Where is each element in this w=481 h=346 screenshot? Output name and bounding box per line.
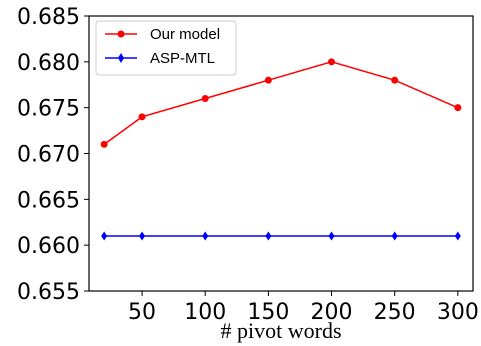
- x-tick-label: 50: [128, 300, 156, 325]
- data-point-our-model: [100, 140, 108, 148]
- y-tick-label: 0.655: [17, 280, 80, 305]
- data-point-our-model: [264, 76, 272, 84]
- y-tick-label: 0.660: [17, 234, 80, 259]
- y-axis: 0.655 0.660 0.665 0.670 0.675 0.680 0.685: [17, 5, 89, 305]
- legend-marker-asp-mtl: [118, 53, 124, 63]
- x-tick-label: 200: [311, 300, 353, 325]
- legend-label-our-model: Our model: [150, 26, 220, 43]
- data-point-our-model: [391, 76, 399, 84]
- data-point-our-model: [454, 104, 462, 112]
- y-tick-label: 0.680: [17, 51, 80, 76]
- x-axis-title: # pivot words: [221, 318, 342, 343]
- data-point-our-model: [328, 58, 336, 66]
- data-point-asp-mtl: [101, 231, 108, 241]
- legend: Our model ASP-MTL: [95, 20, 237, 76]
- data-point-asp-mtl: [328, 231, 335, 241]
- x-tick-label: 150: [247, 300, 289, 325]
- x-axis: 50 100 150 200 250 300: [128, 291, 479, 325]
- x-tick-label: 300: [437, 300, 479, 325]
- data-point-asp-mtl: [265, 231, 272, 241]
- y-tick-label: 0.685: [17, 5, 80, 30]
- y-tick-label: 0.665: [17, 188, 80, 213]
- x-tick-label: 250: [374, 300, 416, 325]
- data-point-asp-mtl: [391, 231, 398, 241]
- y-tick-label: 0.675: [17, 97, 80, 122]
- data-point-our-model: [201, 95, 209, 102]
- legend-marker-our-model: [117, 30, 125, 38]
- data-point-asp-mtl: [139, 231, 146, 241]
- x-tick-label: 100: [184, 300, 226, 325]
- data-point-asp-mtl: [202, 231, 209, 241]
- y-tick-label: 0.670: [17, 143, 80, 168]
- data-point-our-model: [138, 113, 146, 121]
- data-point-asp-mtl: [454, 231, 461, 241]
- legend-label-asp-mtl: ASP-MTL: [150, 50, 215, 67]
- series-layer: [100, 58, 462, 241]
